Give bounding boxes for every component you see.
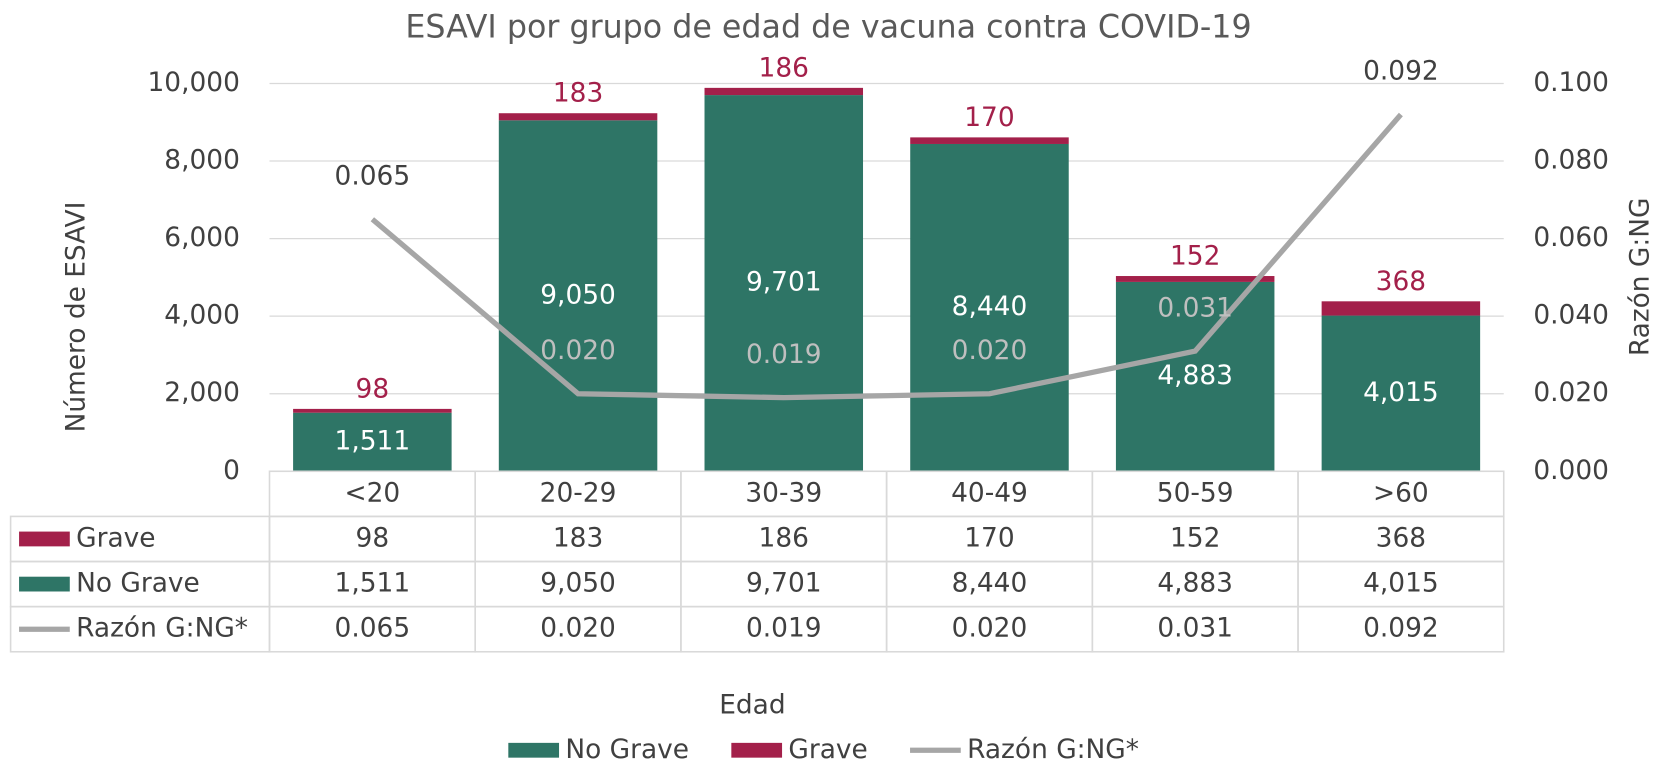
legend-label: Razón G:NG* <box>967 734 1139 764</box>
line-series <box>370 112 1403 401</box>
table-value: 98 <box>356 522 390 553</box>
table-value: 186 <box>759 522 809 553</box>
table-value: 152 <box>1170 522 1220 553</box>
table-value: 9,050 <box>540 568 616 599</box>
x-tick-label: >60 <box>1373 477 1429 508</box>
y-tick-label: 8,000 <box>164 145 240 176</box>
x-tick-label: 30-39 <box>745 477 822 508</box>
bar-segment <box>1115 276 1275 282</box>
data-label: 4,015 <box>1363 377 1439 408</box>
table-row-label: Razón G:NG* <box>76 613 248 644</box>
table-value: 9,701 <box>746 568 822 599</box>
table-row-label: Grave <box>76 522 155 553</box>
bar-segment <box>1321 301 1481 316</box>
y2-tick-label: 0.100 <box>1533 67 1609 98</box>
bar-segment <box>293 412 452 472</box>
bar-segment <box>704 87 864 96</box>
data-label: 170 <box>964 102 1014 133</box>
table-value: 0.019 <box>746 613 822 644</box>
bar-segment <box>293 408 452 413</box>
table-legend-key <box>19 531 70 547</box>
y-tick-label: 2,000 <box>164 377 240 408</box>
table-value: 368 <box>1376 522 1426 553</box>
y2-tick-label: 0.080 <box>1533 145 1609 176</box>
x-tick-label: 40-49 <box>951 477 1028 508</box>
data-label: 1,511 <box>335 425 411 456</box>
chart-title: ESAVI por grupo de edad de vacuna contra… <box>405 10 1251 46</box>
table-value: 4,883 <box>1157 568 1233 599</box>
table-row-label: No Grave <box>76 568 200 599</box>
data-label: 98 <box>356 373 390 404</box>
y2-tick-label: 0.060 <box>1533 222 1609 253</box>
data-label: 368 <box>1376 266 1426 297</box>
y-tick-label: 10,000 <box>148 67 240 98</box>
data-label: 152 <box>1170 241 1220 272</box>
table-value: 0.065 <box>335 613 411 644</box>
y-tick-label: 0 <box>223 455 240 486</box>
table-value: 8,440 <box>952 568 1028 599</box>
bar-segment <box>498 113 658 121</box>
x-tick-label: <20 <box>344 477 400 508</box>
y-axis-title: Número de ESAVI <box>61 202 92 433</box>
data-label: 183 <box>553 78 603 109</box>
table-value: 0.020 <box>952 613 1028 644</box>
x-tick-label: 20-29 <box>540 477 617 508</box>
x-axis-title: Edad <box>719 689 785 720</box>
table-value: 4,015 <box>1363 568 1439 599</box>
data-label: 9,701 <box>746 267 822 298</box>
bar-segment <box>910 137 1069 144</box>
line-label: 0.092 <box>1363 56 1439 87</box>
line-label: 0.031 <box>1157 292 1233 323</box>
legend-key <box>508 742 560 758</box>
bar-segment <box>704 95 864 472</box>
bar-segment <box>498 120 658 472</box>
table-legend-key <box>19 576 70 592</box>
data-label: 4,883 <box>1157 360 1233 391</box>
y-tick-label: 4,000 <box>164 300 240 331</box>
table-value: 0.020 <box>540 613 616 644</box>
table-value: 0.031 <box>1157 613 1233 644</box>
table-value: 0.092 <box>1363 613 1439 644</box>
table-value: 183 <box>553 522 603 553</box>
y2-axis-title: Razón G:NG <box>1625 198 1656 357</box>
data-label: 8,440 <box>952 291 1028 322</box>
y-tick-label: 6,000 <box>164 222 240 253</box>
data-label: 186 <box>759 52 809 83</box>
legend-label: No Grave <box>565 734 689 764</box>
y2-tick-label: 0.000 <box>1533 455 1609 486</box>
y2-tick-label: 0.040 <box>1533 300 1609 331</box>
legend-key <box>731 742 783 758</box>
x-tick-label: 50-59 <box>1157 477 1234 508</box>
data-label: 9,050 <box>540 279 616 310</box>
bar-segment <box>910 143 1069 472</box>
legend-label: Grave <box>788 734 867 764</box>
table-cell <box>1297 605 1505 653</box>
table-value: 1,511 <box>335 568 411 599</box>
line-label: 0.020 <box>540 335 616 366</box>
line-label: 0.020 <box>952 335 1028 366</box>
bar-segment <box>1321 315 1481 472</box>
table-value: 170 <box>964 522 1014 553</box>
line-label: 0.019 <box>746 339 822 370</box>
line-label: 0.065 <box>335 160 411 191</box>
bar-segment <box>1115 281 1275 472</box>
y2-tick-label: 0.020 <box>1533 377 1609 408</box>
